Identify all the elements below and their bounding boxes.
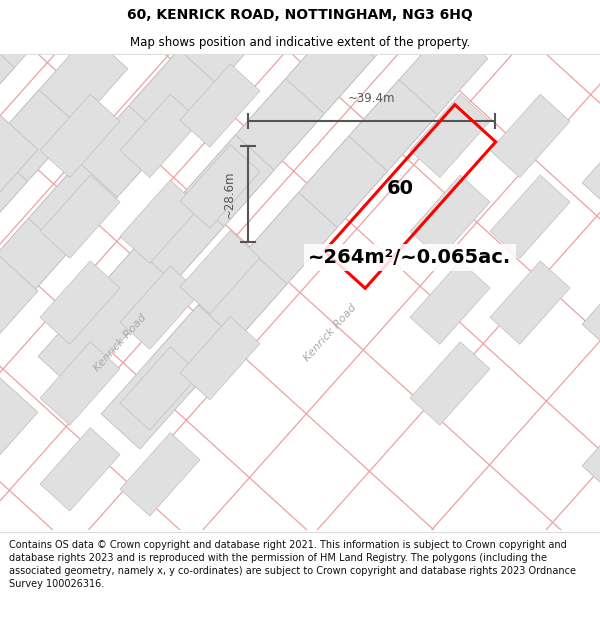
Text: Contains OS data © Crown copyright and database right 2021. This information is : Contains OS data © Crown copyright and d… [9,539,576,589]
Polygon shape [490,94,570,178]
Text: Map shows position and indicative extent of the property.: Map shows position and indicative extent… [130,36,470,49]
Polygon shape [120,94,200,178]
Polygon shape [132,0,268,137]
Polygon shape [0,256,38,400]
Polygon shape [239,22,374,166]
Text: ~39.4m: ~39.4m [348,91,395,104]
Polygon shape [151,249,287,392]
Polygon shape [490,175,570,258]
Polygon shape [582,216,600,359]
Polygon shape [352,23,488,168]
Text: 60, KENRICK ROAD, NOTTINGHAM, NG3 6HQ: 60, KENRICK ROAD, NOTTINGHAM, NG3 6HQ [127,8,473,22]
Polygon shape [0,90,77,234]
Polygon shape [180,145,260,228]
Polygon shape [180,231,260,314]
Polygon shape [0,218,67,362]
Polygon shape [0,114,38,258]
Polygon shape [582,357,600,501]
Polygon shape [0,34,128,178]
Polygon shape [32,106,167,250]
Text: Kenrick Road: Kenrick Road [92,312,148,374]
Polygon shape [0,32,14,176]
Polygon shape [202,192,337,336]
Polygon shape [582,74,600,218]
Polygon shape [101,305,237,449]
Polygon shape [120,432,200,516]
Text: Kenrick Road: Kenrick Road [302,302,358,364]
Polygon shape [40,261,120,344]
Polygon shape [0,377,38,521]
Polygon shape [0,275,17,419]
Polygon shape [120,180,200,264]
Polygon shape [40,428,120,511]
Text: ~28.6m: ~28.6m [223,170,236,217]
Polygon shape [82,49,218,194]
Polygon shape [40,342,120,425]
Polygon shape [410,94,490,178]
Polygon shape [0,0,65,120]
Polygon shape [0,162,117,306]
Polygon shape [88,191,224,335]
Polygon shape [410,175,490,258]
Polygon shape [188,79,324,222]
Polygon shape [40,175,120,258]
Polygon shape [490,261,570,344]
Polygon shape [410,261,490,344]
Polygon shape [139,135,274,279]
Polygon shape [302,80,437,224]
Polygon shape [289,0,425,110]
Text: ~264m²/~0.065ac.: ~264m²/~0.065ac. [308,248,512,267]
Polygon shape [40,94,120,178]
Polygon shape [120,266,200,349]
Polygon shape [410,342,490,425]
Polygon shape [0,146,28,290]
Polygon shape [120,347,200,430]
Polygon shape [38,248,174,392]
Polygon shape [252,136,388,280]
Polygon shape [180,64,260,148]
Polygon shape [180,316,260,400]
Text: 60: 60 [386,179,413,198]
